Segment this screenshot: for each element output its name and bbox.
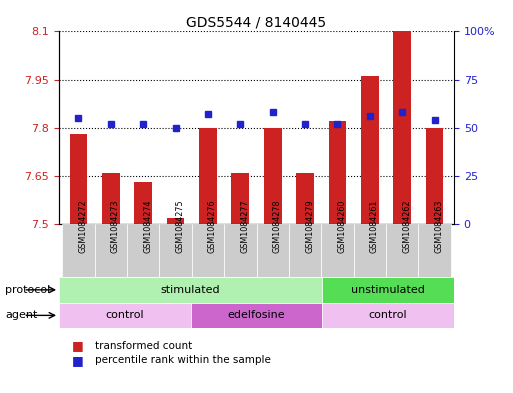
Bar	[199, 128, 217, 224]
Text: transformed count: transformed count	[95, 341, 192, 351]
Text: GSM1084272: GSM1084272	[78, 200, 87, 253]
Text: GSM1084274: GSM1084274	[143, 200, 152, 253]
Text: GSM1084275: GSM1084275	[175, 200, 185, 253]
Bar	[192, 224, 224, 277]
Text: GSM1084260: GSM1084260	[338, 200, 346, 253]
Bar	[322, 303, 454, 328]
Bar	[224, 224, 256, 277]
Text: ■: ■	[72, 339, 84, 353]
Text: GSM1084279: GSM1084279	[305, 200, 314, 253]
Text: GDS5544 / 8140445: GDS5544 / 8140445	[186, 16, 327, 30]
Bar	[59, 277, 322, 303]
Text: control: control	[369, 310, 407, 320]
Text: GSM1084262: GSM1084262	[402, 200, 411, 253]
Bar	[191, 303, 322, 328]
Bar	[160, 224, 192, 277]
Bar	[264, 128, 282, 224]
Text: percentile rank within the sample: percentile rank within the sample	[95, 355, 271, 365]
Bar	[70, 134, 87, 224]
Bar	[94, 224, 127, 277]
Text: stimulated: stimulated	[161, 285, 221, 295]
Bar	[426, 128, 443, 224]
Bar	[289, 224, 321, 277]
Text: unstimulated: unstimulated	[351, 285, 425, 295]
Bar	[296, 173, 314, 224]
Bar	[231, 173, 249, 224]
Text: control: control	[106, 310, 144, 320]
Bar	[134, 182, 152, 224]
Bar	[419, 224, 451, 277]
Text: ■: ■	[72, 354, 84, 367]
Bar	[393, 31, 411, 224]
Bar	[322, 277, 454, 303]
Text: GSM1084273: GSM1084273	[111, 200, 120, 253]
Bar	[59, 303, 191, 328]
Bar	[328, 121, 346, 224]
Bar	[62, 224, 94, 277]
Bar	[102, 173, 120, 224]
Text: edelfosine: edelfosine	[228, 310, 285, 320]
Bar	[127, 224, 160, 277]
Text: GSM1084276: GSM1084276	[208, 200, 217, 253]
Text: GSM1084277: GSM1084277	[240, 200, 249, 253]
Bar	[321, 224, 353, 277]
Text: GSM1084261: GSM1084261	[370, 200, 379, 253]
Bar	[167, 218, 185, 224]
Text: agent: agent	[5, 310, 37, 320]
Bar	[386, 224, 419, 277]
Text: GSM1084263: GSM1084263	[435, 200, 444, 253]
Bar	[353, 224, 386, 277]
Bar	[256, 224, 289, 277]
Text: protocol: protocol	[5, 285, 50, 295]
Text: GSM1084278: GSM1084278	[273, 200, 282, 253]
Bar	[361, 76, 379, 224]
